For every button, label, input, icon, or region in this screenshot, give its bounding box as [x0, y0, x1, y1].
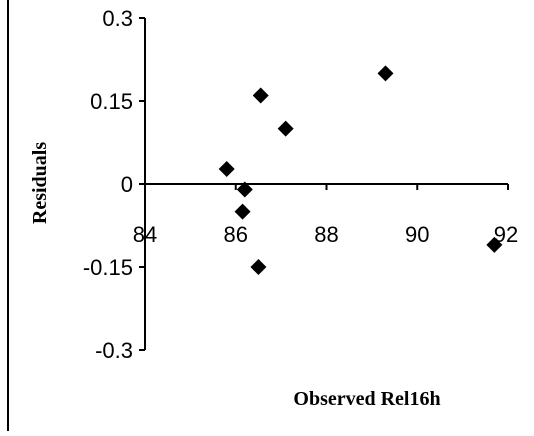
x-axis-ticks: 84 86 88 90 92 [133, 184, 518, 247]
y-axis-title: Residuals [29, 142, 51, 224]
y-tick-label: -0.3 [95, 338, 133, 363]
x-tick-label: 86 [224, 222, 248, 247]
data-points [218, 65, 503, 275]
y-tick-label: 0.3 [102, 6, 133, 31]
data-point-8 [486, 236, 503, 253]
x-tick-label: 88 [314, 222, 338, 247]
x-tick-label: 84 [133, 222, 157, 247]
data-point-4 [250, 259, 267, 275]
data-point-6 [277, 120, 294, 137]
data-point-5 [252, 87, 269, 104]
x-axis-title: Observed Rel16h [293, 388, 440, 410]
y-axis-ticks: 0.3 0.15 0 -0.15 -0.3 [83, 6, 145, 363]
data-point-1 [218, 161, 235, 178]
y-tick-label: 0 [121, 172, 133, 197]
data-point-7 [377, 65, 394, 82]
data-point-2 [236, 181, 253, 198]
x-tick-label: 90 [405, 222, 429, 247]
y-tick-label: -0.15 [83, 255, 133, 280]
y-tick-label: 0.15 [90, 89, 133, 114]
data-point-3 [234, 203, 251, 220]
